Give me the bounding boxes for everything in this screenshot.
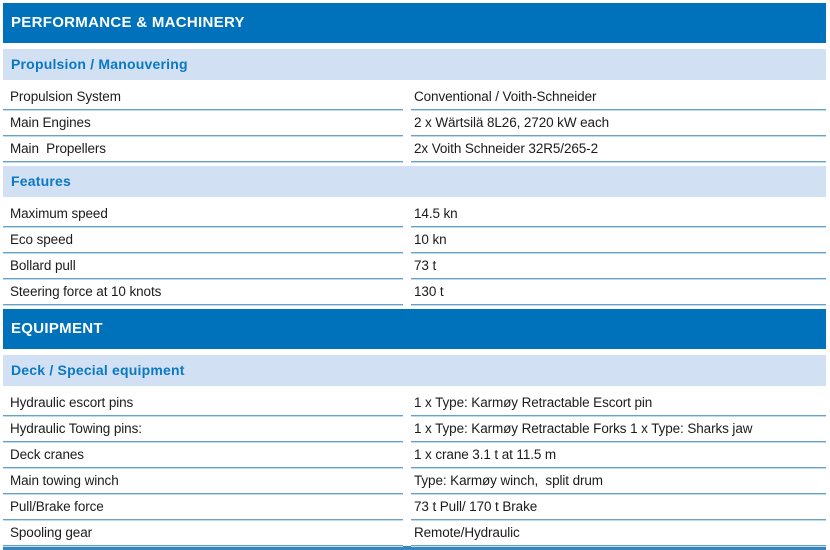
table-row: Eco speed 10 kn xyxy=(3,227,826,253)
subsection-rows: Hydraulic escort pins 1 x Type: Karmøy R… xyxy=(3,390,826,546)
row-value: 130 t xyxy=(411,279,826,305)
subsection-rows: Maximum speed 14.5 kn Eco speed 10 kn Bo… xyxy=(3,201,826,305)
subsection-title: Deck / Special equipment xyxy=(3,355,826,386)
row-value: 14.5 kn xyxy=(411,201,826,227)
subsection-title: Propulsion / Manouvering xyxy=(3,49,826,80)
column-gap xyxy=(403,84,411,110)
table-row: Bollard pull 73 t xyxy=(3,253,826,279)
row-label: Deck cranes xyxy=(3,442,403,468)
row-value: 2x Voith Schneider 32R5/265-2 xyxy=(411,136,826,162)
table-row: Hydraulic escort pins 1 x Type: Karmøy R… xyxy=(3,390,826,416)
column-gap xyxy=(403,520,411,546)
table-row: Main towing winch Type: Karmøy winch, sp… xyxy=(3,468,826,494)
row-label: Main Propellers xyxy=(3,136,403,162)
row-label: Hydraulic Towing pins: xyxy=(3,416,403,442)
column-gap xyxy=(403,227,411,253)
spec-group: PERFORMANCE & MACHINERY Propulsion / Man… xyxy=(3,3,826,305)
spec-group: EQUIPMENT Deck / Special equipment Hydra… xyxy=(3,309,826,546)
row-label: Main Engines xyxy=(3,110,403,136)
row-value: 1 x Type: Karmøy Retractable Escort pin xyxy=(411,390,826,416)
column-gap xyxy=(403,201,411,227)
row-value: 1 x crane 3.1 t at 11.5 m xyxy=(411,442,826,468)
row-value: Type: Karmøy winch, split drum xyxy=(411,468,826,494)
row-label: Eco speed xyxy=(3,227,403,253)
row-label: Spooling gear xyxy=(3,520,403,546)
row-value: 1 x Type: Karmøy Retractable Forks 1 x T… xyxy=(411,416,826,442)
row-label: Steering force at 10 knots xyxy=(3,279,403,305)
column-gap xyxy=(403,390,411,416)
row-value: Conventional / Voith-Schneider xyxy=(411,84,826,110)
table-row: Main Propellers 2x Voith Schneider 32R5/… xyxy=(3,136,826,162)
spec-subsection: Features Maximum speed 14.5 kn Eco speed… xyxy=(3,166,826,305)
column-gap xyxy=(403,253,411,279)
group-body: Deck / Special equipment Hydraulic escor… xyxy=(3,355,826,546)
row-value: 10 kn xyxy=(411,227,826,253)
column-gap xyxy=(403,416,411,442)
row-label: Propulsion System xyxy=(3,84,403,110)
table-row: Main Engines 2 x Wärtsilä 8L26, 2720 kW … xyxy=(3,110,826,136)
group-header: EQUIPMENT xyxy=(3,309,826,349)
column-gap xyxy=(403,442,411,468)
row-label: Pull/Brake force xyxy=(3,494,403,520)
column-gap xyxy=(403,279,411,305)
row-label: Maximum speed xyxy=(3,201,403,227)
spec-subsection: Deck / Special equipment Hydraulic escor… xyxy=(3,355,826,546)
table-row: Steering force at 10 knots 130 t xyxy=(3,279,826,305)
column-gap xyxy=(403,468,411,494)
spec-table-groups: PERFORMANCE & MACHINERY Propulsion / Man… xyxy=(3,3,826,546)
table-row: Propulsion System Conventional / Voith-S… xyxy=(3,84,826,110)
table-row: Spooling gear Remote/Hydraulic xyxy=(3,520,826,546)
row-label: Bollard pull xyxy=(3,253,403,279)
row-value: 73 t Pull/ 170 t Brake xyxy=(411,494,826,520)
row-value: 73 t xyxy=(411,253,826,279)
column-gap xyxy=(403,110,411,136)
subsection-title: Features xyxy=(3,166,826,197)
row-label: Hydraulic escort pins xyxy=(3,390,403,416)
spec-subsection: Propulsion / Manouvering Propulsion Syst… xyxy=(3,49,826,162)
subsection-rows: Propulsion System Conventional / Voith-S… xyxy=(3,84,826,162)
group-body: Propulsion / Manouvering Propulsion Syst… xyxy=(3,49,826,305)
column-gap xyxy=(403,494,411,520)
row-value: Remote/Hydraulic xyxy=(411,520,826,546)
table-row: Hydraulic Towing pins: 1 x Type: Karmøy … xyxy=(3,416,826,442)
column-gap xyxy=(403,136,411,162)
group-header: PERFORMANCE & MACHINERY xyxy=(3,3,826,43)
bottom-rule xyxy=(3,546,826,550)
table-row: Maximum speed 14.5 kn xyxy=(3,201,826,227)
row-label: Main towing winch xyxy=(3,468,403,494)
row-value: 2 x Wärtsilä 8L26, 2720 kW each xyxy=(411,110,826,136)
table-row: Pull/Brake force 73 t Pull/ 170 t Brake xyxy=(3,494,826,520)
table-row: Deck cranes 1 x crane 3.1 t at 11.5 m xyxy=(3,442,826,468)
